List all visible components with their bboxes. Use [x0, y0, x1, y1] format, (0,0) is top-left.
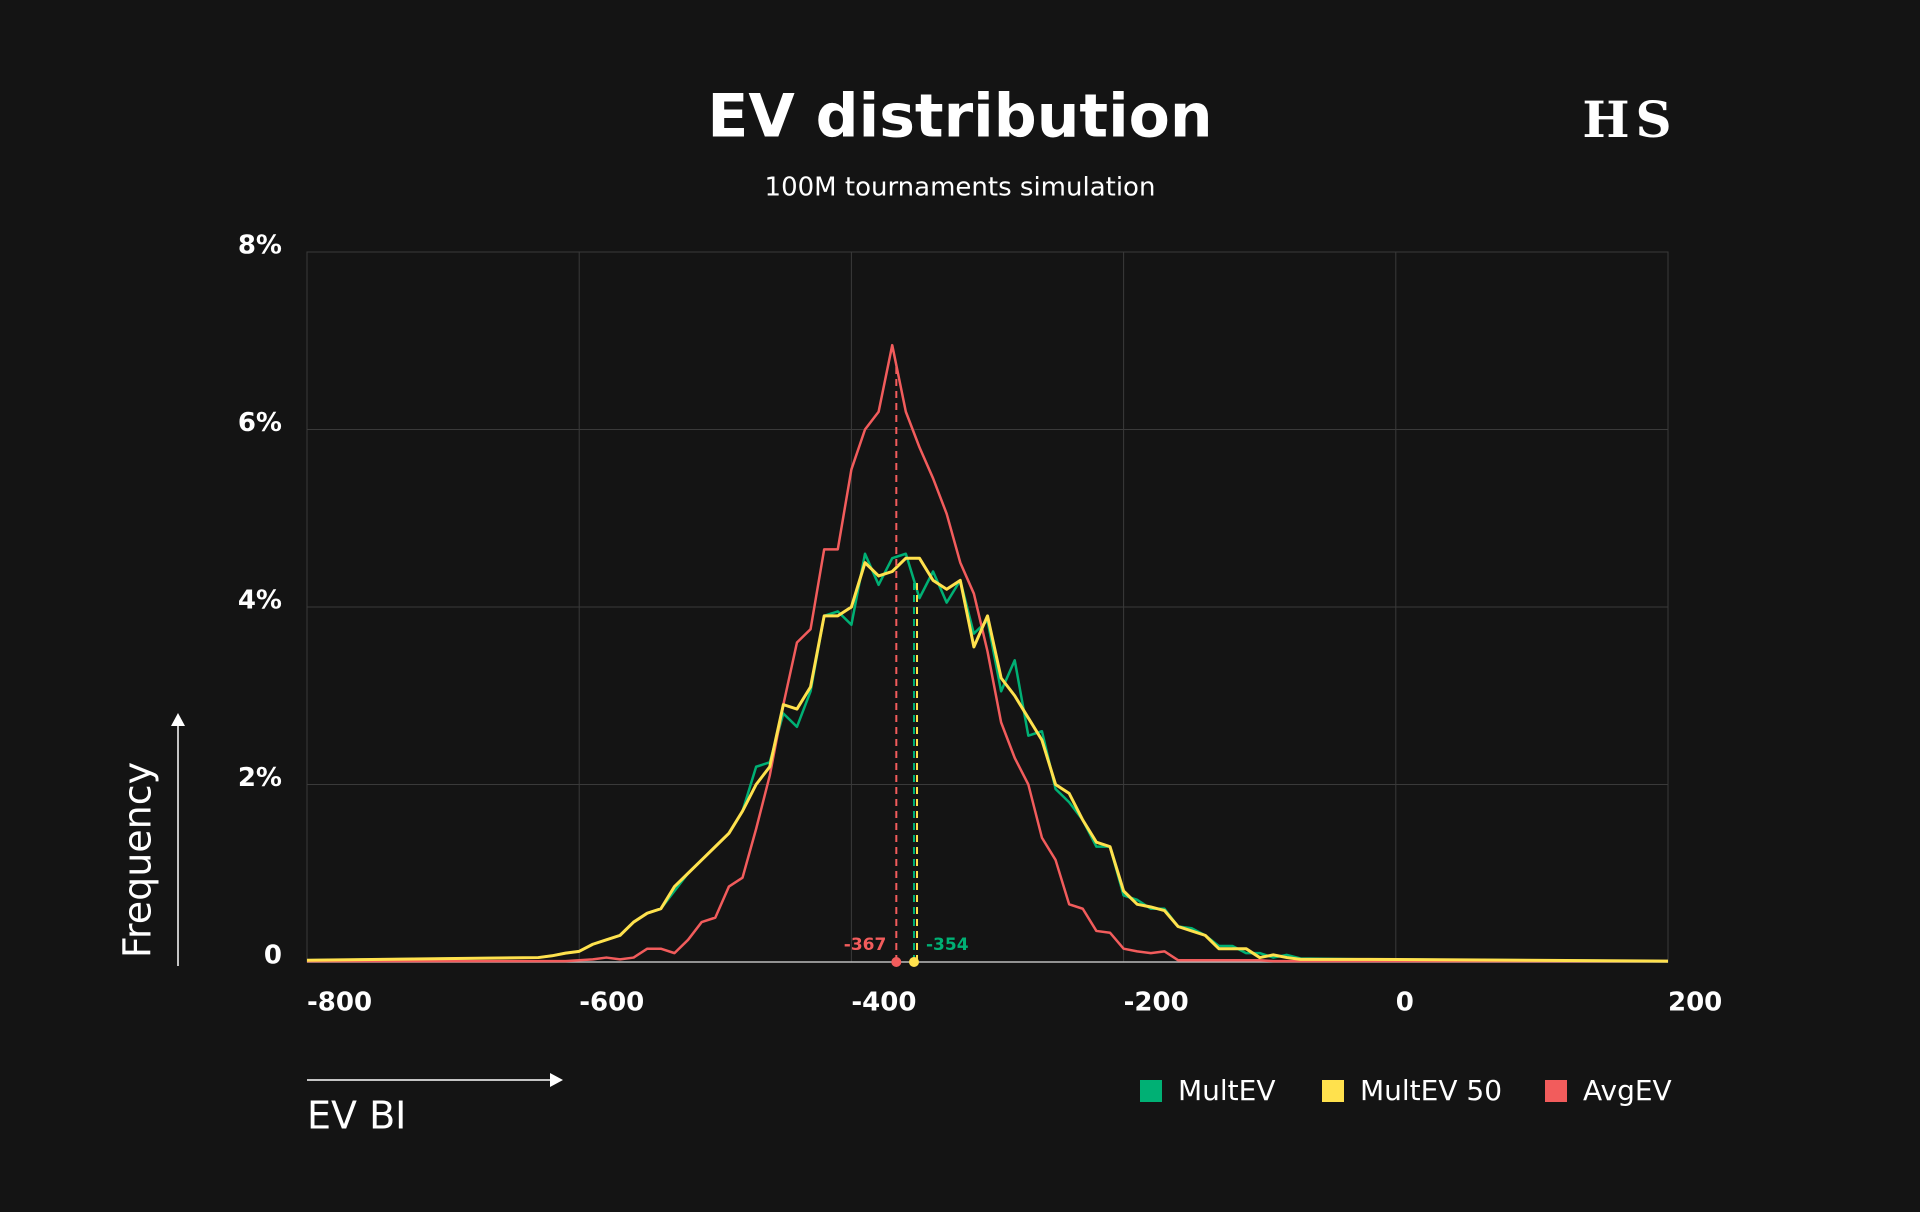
y-tick-label: 0 [264, 941, 282, 971]
x-axis-label: EV BI [307, 1094, 406, 1138]
legend-label: MultEV 50 [1360, 1074, 1502, 1107]
x-tick-label: 200 [1668, 988, 1722, 1018]
y-axis-label: Frequency [116, 762, 160, 958]
legend-label: AvgEV [1583, 1074, 1672, 1107]
series-line [307, 343, 1668, 963]
x-tick-label: -800 [307, 988, 372, 1018]
mean-dot [891, 957, 902, 967]
series-line [306, 556, 1669, 963]
mean-dot [909, 957, 920, 967]
x-axis-arrowhead [550, 1073, 563, 1087]
x-tick-label: -600 [579, 988, 644, 1018]
y-axis-arrowhead [171, 713, 185, 726]
chart-title: EV distribution [707, 82, 1212, 152]
legend-label: MultEV [1178, 1074, 1276, 1107]
y-tick-label: 8% [238, 231, 282, 261]
x-tick-label: 0 [1396, 988, 1414, 1018]
mean-label: -354 [926, 935, 969, 955]
logo: HS [1582, 90, 1677, 149]
y-tick-label: 6% [238, 408, 282, 438]
chart-subtitle: 100M tournaments simulation [765, 173, 1156, 203]
x-tick-label: -200 [1124, 988, 1189, 1018]
y-tick-label: 4% [238, 586, 282, 616]
mean-label: -367 [844, 935, 887, 955]
y-tick-label: 2% [238, 763, 282, 793]
x-tick-label: -400 [851, 988, 916, 1018]
legend-swatch [1322, 1080, 1344, 1102]
legend-swatch [1140, 1080, 1162, 1102]
legend-swatch [1545, 1080, 1567, 1102]
